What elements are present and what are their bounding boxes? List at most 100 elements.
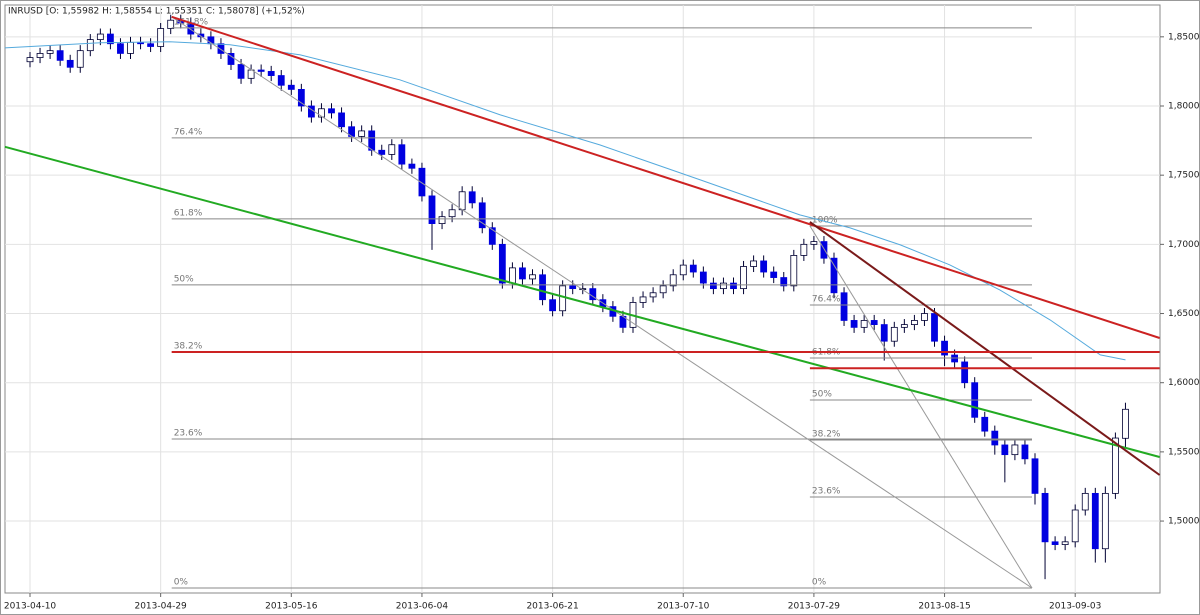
candle-body [217, 43, 225, 54]
x-tick-label: 2013-07-29 [788, 602, 841, 612]
candle-body [127, 41, 134, 54]
candle-body [388, 144, 396, 155]
y-tick-label: 1,85000 [1168, 32, 1200, 42]
candle-body [1041, 492, 1049, 543]
candle-body [257, 69, 265, 72]
candle-body [227, 53, 235, 65]
candle-body [1061, 541, 1069, 545]
x-tick-label: 2013-07-10 [657, 602, 710, 612]
candle-body [1001, 444, 1009, 456]
candle-body [498, 243, 506, 284]
x-tick-label: 2013-09-03 [1049, 602, 1101, 612]
candle-body [197, 33, 205, 38]
x-tick-label: 2013-08-15 [918, 602, 970, 612]
fib-label: 23.6% [174, 429, 203, 439]
candle-body [770, 271, 778, 278]
candle-body [167, 19, 175, 29]
candle-body [287, 84, 295, 90]
trend-line [4, 41, 1126, 361]
candle-body [408, 163, 416, 169]
y-tick-label: 1,70000 [1168, 240, 1200, 250]
candle-body [448, 209, 456, 218]
candle-body [378, 149, 386, 155]
candle-body [760, 260, 768, 273]
candle-body [157, 28, 165, 47]
fib-label: 0% [174, 578, 189, 588]
candle-body [820, 241, 828, 259]
candle-body [649, 292, 657, 298]
candle-body [639, 296, 647, 303]
candle-body [338, 112, 345, 128]
candle-body [800, 243, 808, 256]
candle-body [559, 285, 567, 312]
candle-body [669, 274, 677, 287]
candle-body [117, 43, 124, 54]
overlays: 161.8%76.4%61.8%50%38.2%23.6%0%100%76.4%… [4, 15, 1161, 589]
candle-body [1051, 541, 1059, 545]
candle-body [1091, 492, 1099, 550]
candle-body [890, 326, 898, 342]
candle-body [328, 108, 335, 114]
candle-body [740, 266, 747, 290]
candle-body [147, 43, 155, 47]
y-tick-label: 1,75000 [1168, 171, 1200, 181]
fib-label: 23.6% [812, 486, 841, 496]
candle-body [519, 267, 526, 280]
candle-body [66, 59, 74, 68]
candle-body [991, 430, 999, 446]
x-tick-label: 2013-04-29 [134, 602, 187, 612]
trend-line [4, 145, 1160, 458]
candle-body [1112, 437, 1119, 494]
x-tick-label: 2013-05-16 [265, 602, 318, 612]
candle-body [951, 354, 958, 363]
candle-body [830, 257, 838, 294]
candle-body [277, 75, 285, 86]
fib-label: 76.4% [174, 127, 203, 137]
candle-body [1122, 408, 1129, 439]
candle-body [750, 260, 757, 267]
x-tick-label: 2013-04-10 [4, 602, 57, 612]
candle-body [297, 88, 305, 107]
fib-label: 50% [174, 274, 194, 284]
fib-label: 38.2% [174, 341, 203, 351]
candle-body [1081, 492, 1089, 511]
candle-body [659, 285, 667, 294]
candle-body [810, 241, 818, 245]
x-tick-label: 2013-06-21 [526, 602, 578, 612]
candle-body [438, 216, 446, 224]
candle-body [529, 274, 536, 280]
fib-label: 61.8% [174, 208, 203, 218]
candle-body [468, 191, 476, 204]
candle-body [850, 320, 858, 328]
candle-body [840, 292, 848, 321]
candle-body [398, 144, 406, 165]
candle-body [478, 202, 486, 229]
candle-body [237, 64, 245, 79]
candle-body [458, 191, 466, 211]
candle-body [428, 195, 436, 224]
candle-body [56, 50, 64, 61]
candle-body [107, 33, 114, 45]
candle-body [1101, 492, 1109, 550]
candle-body [679, 264, 687, 276]
candle-body [860, 320, 868, 328]
candle-body [931, 313, 938, 342]
candle-body [870, 320, 878, 325]
candle-body [730, 282, 737, 290]
candle-body [710, 282, 717, 290]
labels: 1,50000 1,55000 1,60000 1,65000 1,70000 1,750… [4, 32, 1200, 611]
candle-body [318, 108, 325, 118]
fib-label: 76.4% [812, 294, 841, 304]
candle-body [358, 130, 366, 137]
fib-label: 100% [812, 215, 838, 225]
candle-body [26, 57, 34, 63]
candle-body [1021, 444, 1029, 460]
candle-body [267, 71, 275, 76]
candle-body [418, 167, 426, 197]
fib-label: 50% [812, 389, 832, 399]
candle-body [699, 271, 707, 284]
candle-body [76, 50, 84, 68]
x-tick-label: 2013-06-04 [396, 602, 449, 612]
y-tick-label: 1,55000 [1168, 447, 1200, 457]
